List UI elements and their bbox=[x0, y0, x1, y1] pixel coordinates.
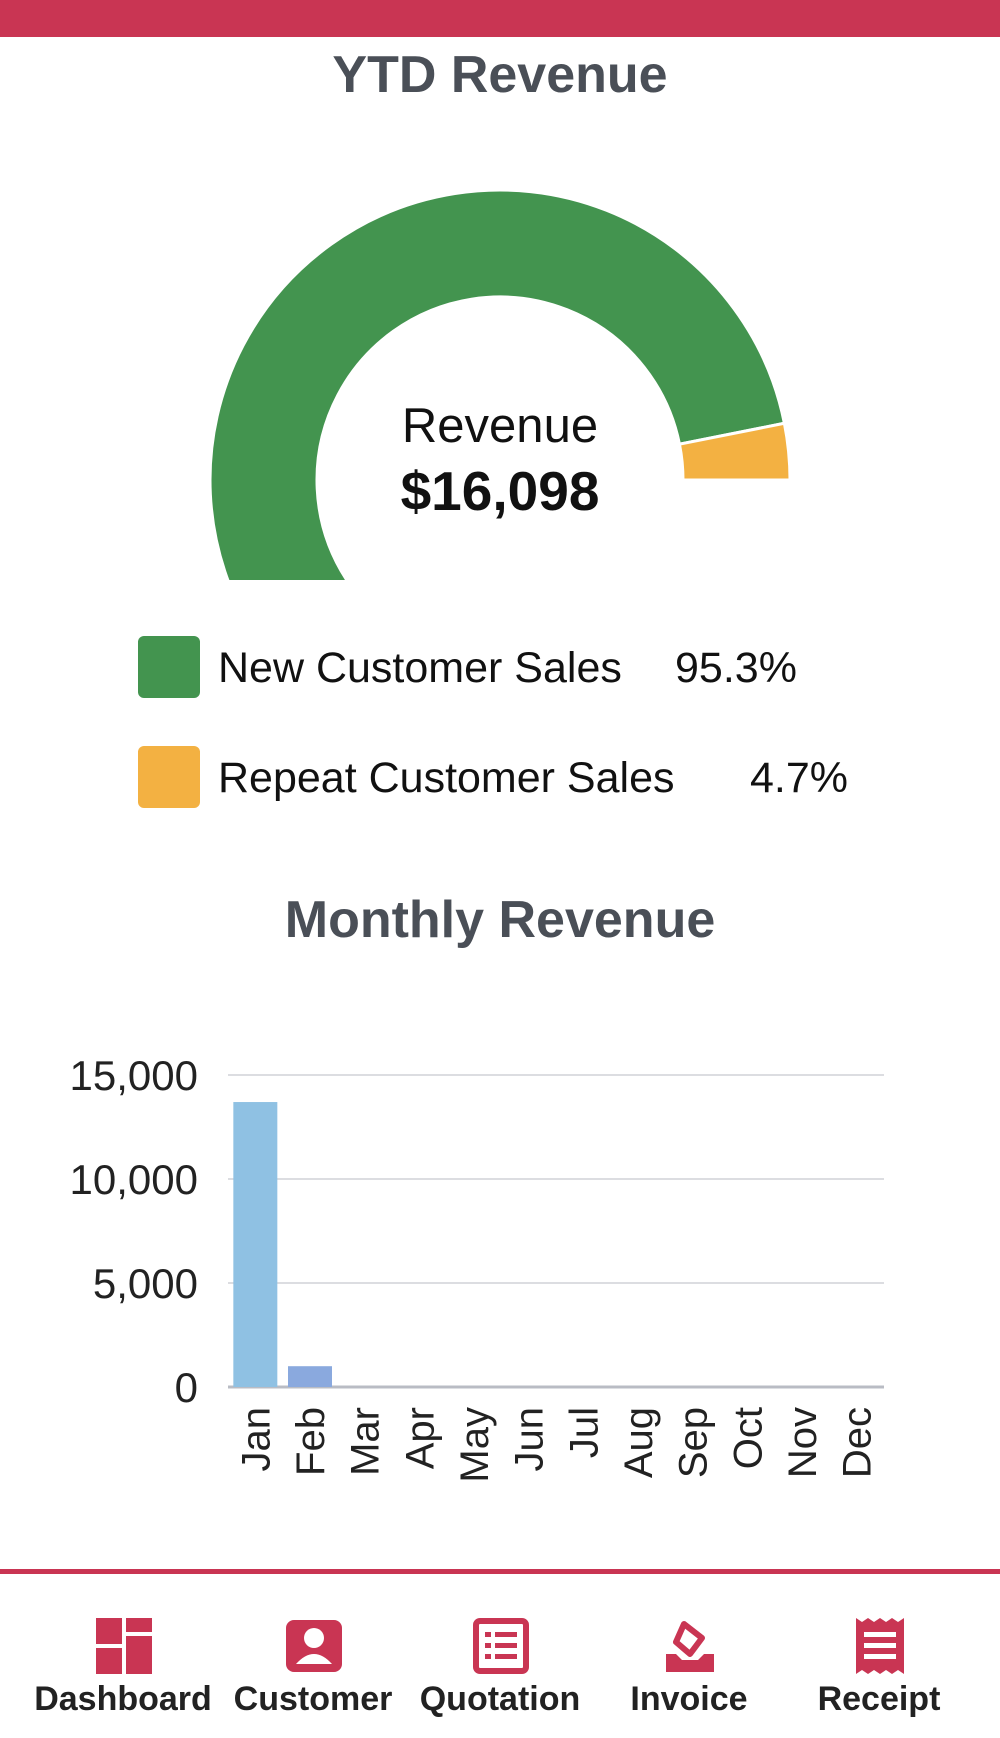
x-tick-label: May bbox=[453, 1407, 497, 1483]
gauge-segment-new-customer[interactable] bbox=[208, 188, 787, 580]
ytd-gauge-chart bbox=[208, 188, 792, 580]
x-tick-label: Apr bbox=[398, 1407, 442, 1469]
y-tick-label: 5,000 bbox=[93, 1260, 198, 1307]
legend-item-new-customer[interactable]: New Customer Sales 95.3% bbox=[138, 636, 898, 698]
quotation-icon bbox=[473, 1618, 529, 1674]
nav-label: Dashboard bbox=[34, 1680, 212, 1718]
monthly-revenue-chart: 15,000 10,000 5,000 0 Jan Feb Mar Apr May Jun Jul A… bbox=[70, 1052, 884, 1483]
nav-invoice[interactable]: Invoice bbox=[594, 1574, 784, 1738]
dashboard-icon bbox=[96, 1618, 152, 1674]
nav-label: Quotation bbox=[419, 1680, 581, 1718]
x-tick-label: Aug bbox=[617, 1407, 661, 1478]
y-tick-label: 0 bbox=[175, 1364, 198, 1411]
x-tick-label: Jul bbox=[562, 1407, 606, 1458]
legend-swatch-repeat-customer bbox=[138, 746, 200, 808]
nav-top-border bbox=[0, 1569, 1000, 1574]
nav-dashboard[interactable]: Dashboard bbox=[28, 1574, 218, 1738]
x-tick-label: Sep bbox=[672, 1407, 716, 1478]
nav-label: Receipt bbox=[817, 1680, 941, 1718]
nav-label: Customer bbox=[233, 1680, 393, 1718]
gauge-center-label: Revenue bbox=[401, 399, 599, 453]
receipt-icon bbox=[856, 1618, 904, 1674]
x-tick-label: Oct bbox=[726, 1407, 770, 1469]
x-tick-label: Jun bbox=[508, 1407, 552, 1472]
x-tick-label: Mar bbox=[344, 1407, 388, 1476]
legend-label: New Customer Sales bbox=[218, 644, 622, 692]
gauge-center-value: $16,098 bbox=[400, 460, 600, 522]
legend-swatch-new-customer bbox=[138, 636, 200, 698]
gauge-segment-repeat-customer[interactable] bbox=[677, 421, 792, 482]
nav-receipt[interactable]: Receipt bbox=[784, 1574, 974, 1738]
customer-icon bbox=[286, 1620, 342, 1672]
legend-value: 4.7% bbox=[750, 754, 849, 802]
x-tick-label: Jan bbox=[234, 1407, 278, 1472]
legend-value: 95.3% bbox=[675, 644, 797, 692]
bottom-navigation: Dashboard Customer Quotation Invoice bbox=[0, 1574, 1000, 1738]
monthly-revenue-title: Monthly Revenue bbox=[284, 891, 716, 949]
ytd-revenue-title: YTD Revenue bbox=[332, 46, 668, 104]
top-accent-bar bbox=[0, 0, 1000, 37]
x-tick-label: Feb bbox=[289, 1407, 333, 1476]
bar-feb[interactable] bbox=[288, 1366, 332, 1387]
nav-customer[interactable]: Customer bbox=[218, 1574, 408, 1738]
nav-quotation[interactable]: Quotation bbox=[405, 1574, 595, 1738]
legend-label: Repeat Customer Sales bbox=[218, 754, 675, 802]
bar-jan[interactable] bbox=[233, 1102, 278, 1387]
x-tick-label: Nov bbox=[781, 1407, 825, 1478]
y-tick-label: 15,000 bbox=[70, 1052, 198, 1099]
invoice-icon bbox=[666, 1621, 714, 1672]
y-tick-label: 10,000 bbox=[70, 1156, 198, 1203]
x-tick-label: Dec bbox=[836, 1407, 880, 1478]
nav-label: Invoice bbox=[630, 1680, 748, 1718]
legend-item-repeat-customer[interactable]: Repeat Customer Sales 4.7% bbox=[138, 746, 898, 808]
